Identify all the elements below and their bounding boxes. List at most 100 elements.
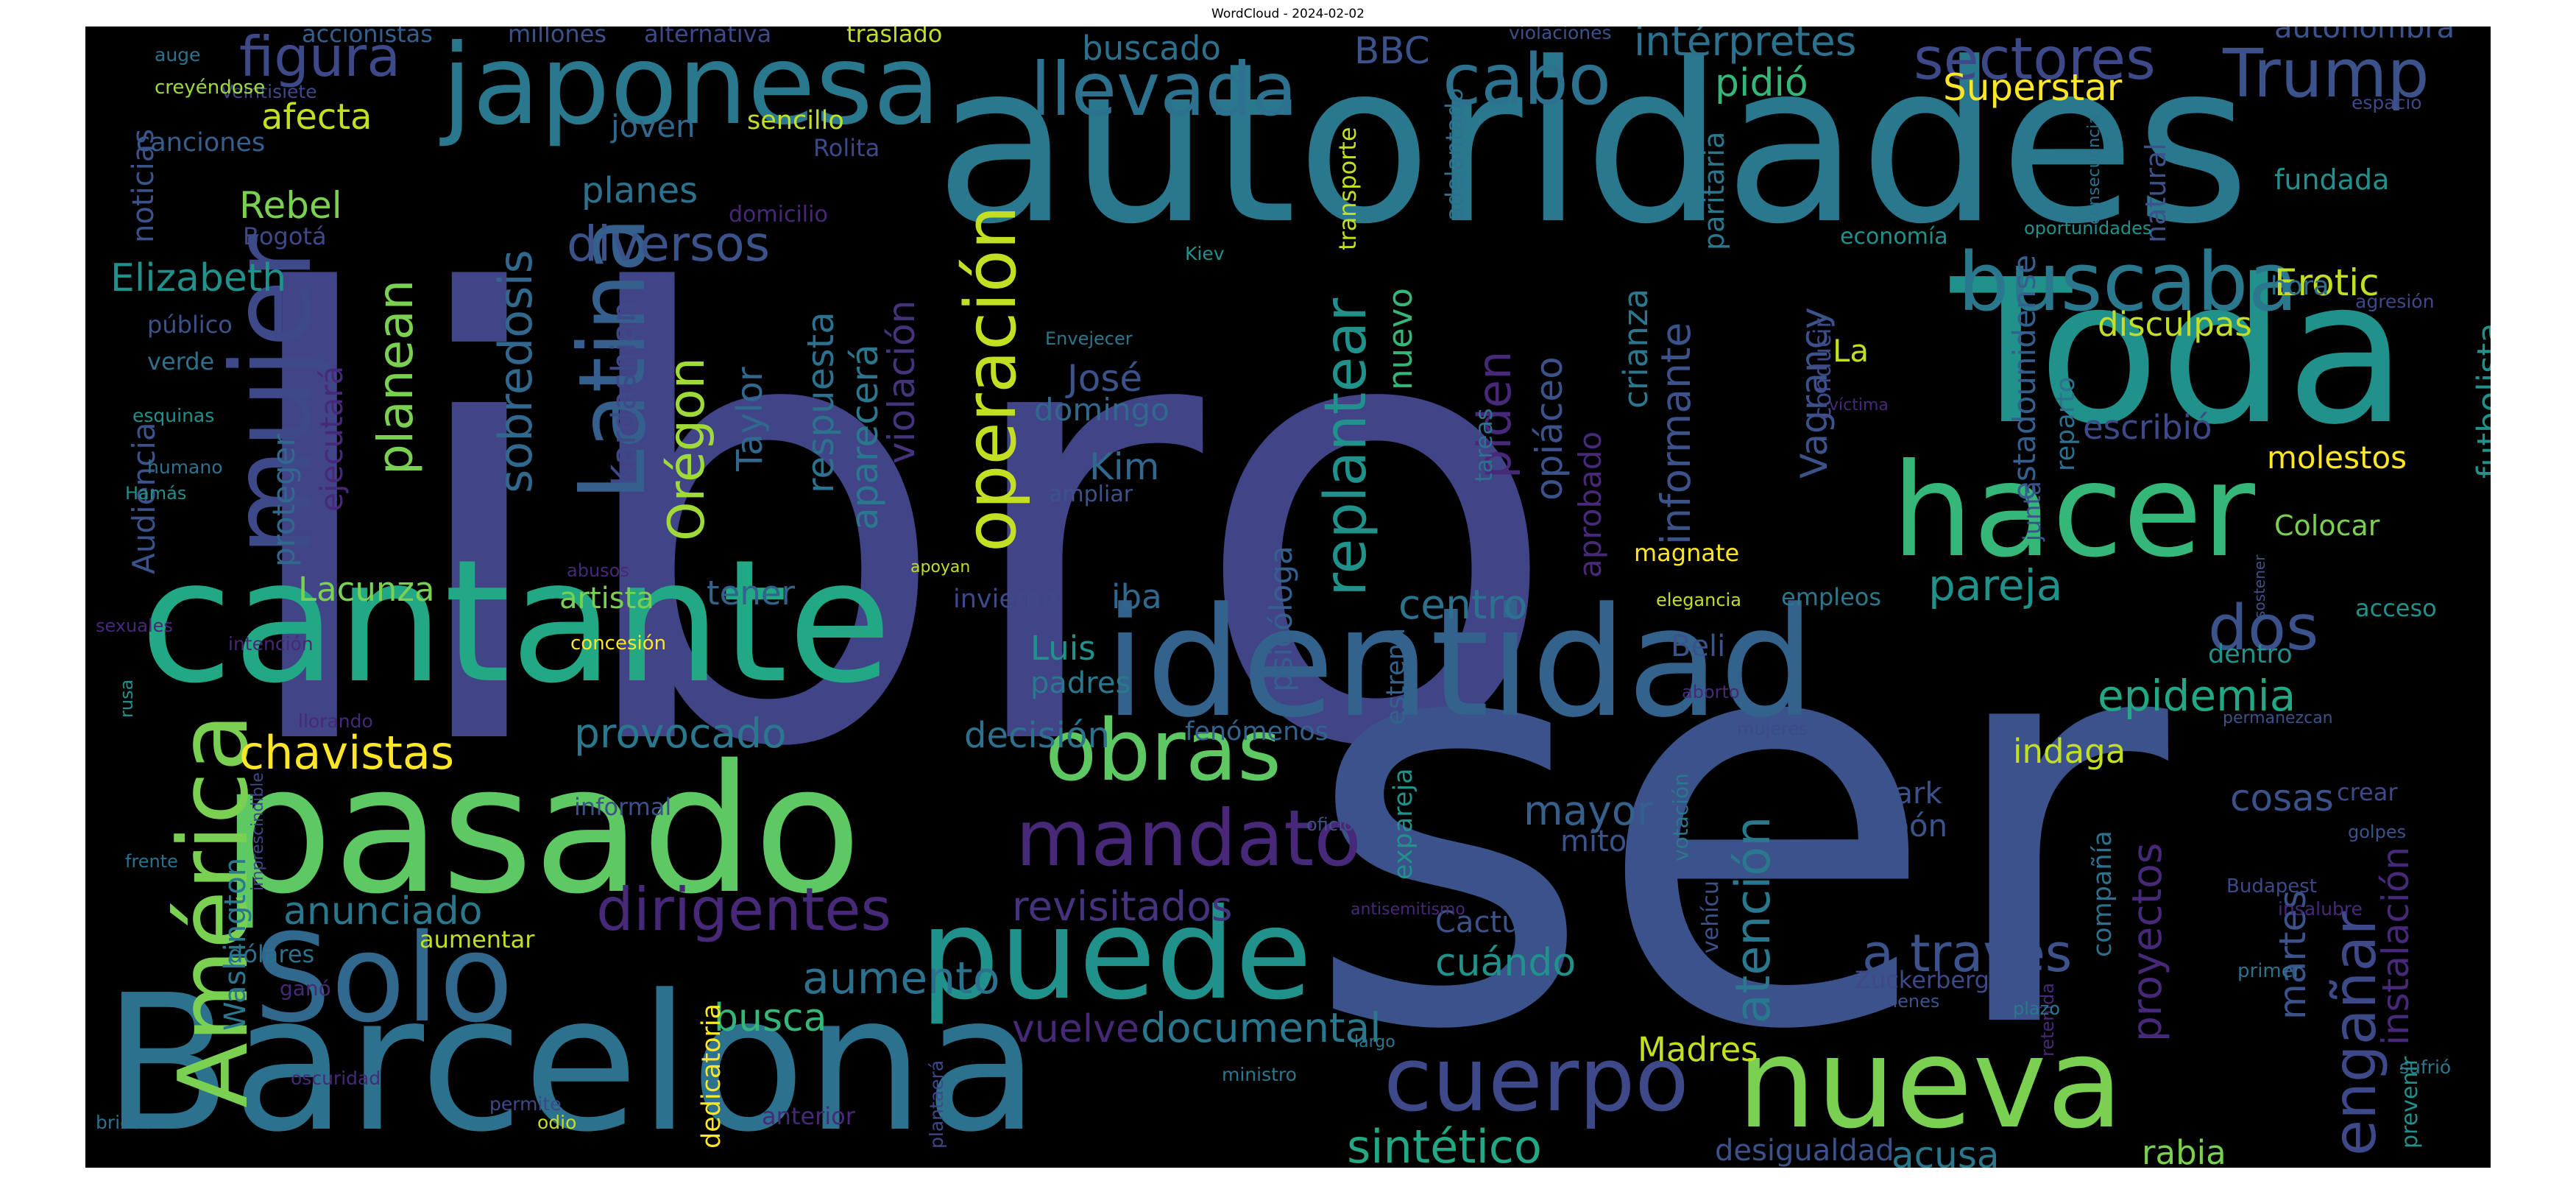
cloud-word: agresión — [2355, 290, 2435, 312]
cloud-word: economía — [1840, 224, 1948, 250]
cloud-word: frente — [125, 850, 178, 872]
cloud-word: nuevo — [1381, 288, 1420, 390]
cloud-word: concesión — [570, 632, 667, 655]
cloud-word: esquinas — [132, 404, 215, 426]
cloud-word: buscado — [1082, 29, 1221, 68]
cloud-word: pareja — [1928, 560, 2063, 611]
cloud-word: empleos — [1781, 583, 1881, 612]
cloud-word: Madres — [1638, 1030, 1758, 1070]
cloud-word: atención — [1726, 816, 1781, 1023]
cloud-word: sectores — [1914, 27, 2156, 94]
cloud-word: Trump — [2223, 35, 2430, 113]
cloud-word: domingo — [1034, 391, 1170, 428]
cloud-word: operación — [951, 205, 1032, 552]
cloud-word: futbolista — [2470, 322, 2491, 479]
cloud-word: tener — [707, 574, 796, 613]
cloud-word: antisemitismo — [1351, 900, 1465, 919]
cloud-word: sencillo — [747, 106, 844, 136]
cloud-word: sexuales — [96, 615, 173, 636]
cloud-word: paritaria — [1698, 131, 1730, 250]
cloud-word: insalubre — [2278, 897, 2363, 920]
cloud-word: Envejecer — [1045, 328, 1133, 349]
cloud-word: intención — [228, 632, 314, 655]
cloud-word: identidad — [1104, 576, 1816, 752]
cloud-word: Kardashian — [604, 301, 643, 486]
cloud-word: permite — [489, 1093, 562, 1115]
cloud-word: oportunidades — [2024, 217, 2152, 239]
cloud-word: adelantado — [1440, 88, 1468, 221]
cloud-word: Cactus — [1435, 905, 1536, 939]
cloud-word: sostener — [2251, 554, 2268, 618]
cloud-word: mandato — [1016, 794, 1362, 884]
cloud-word: Solo — [254, 907, 514, 1049]
cloud-word: sobredosis — [489, 250, 542, 493]
cloud-word: disculpas — [2098, 305, 2252, 345]
cloud-word: artista — [559, 581, 654, 616]
cloud-word: afecta — [261, 96, 372, 138]
cloud-word: retenida — [2037, 982, 2058, 1057]
cloud-word: cabo — [1443, 39, 1611, 121]
cloud-word: noticias — [127, 128, 160, 243]
cloud-word: víctima — [1829, 395, 1889, 415]
cloud-word: oficio — [1306, 814, 1354, 835]
cloud-word: junta — [2018, 481, 2046, 541]
cloud-word: bridas — [96, 1111, 153, 1133]
cloud-word: ganó — [280, 976, 331, 1001]
cloud-word: ampliar — [1049, 482, 1133, 508]
cloud-word: público — [147, 311, 233, 339]
cloud-word: decisión — [964, 715, 1110, 757]
cloud-word: instalación — [2374, 846, 2417, 1045]
cloud-word: anunciado — [283, 889, 483, 934]
cloud-word: Kiev — [1185, 242, 1225, 264]
cloud-word: votación — [1669, 773, 1693, 861]
cloud-word: humano — [147, 456, 223, 478]
cloud-word: accionistas — [302, 27, 433, 49]
cloud-word: traslado — [846, 27, 943, 49]
cloud-word: Colocar — [2274, 509, 2380, 542]
cloud-word: domicilio — [729, 202, 828, 228]
cloud-word: tareas — [1470, 408, 1498, 482]
cloud-word: figura — [239, 27, 401, 90]
cloud-word: mito — [1560, 824, 1627, 858]
cloud-word: autoridades — [935, 27, 2251, 272]
cloud-word: Toda — [1950, 236, 2408, 468]
cloud-word: tapón — [1858, 807, 1948, 844]
cloud-word: padres — [1030, 666, 1131, 700]
cloud-word: rusa — [116, 679, 137, 718]
cloud-word: acceso — [2355, 594, 2437, 623]
cloud-word: planean — [367, 279, 424, 475]
cloud-word: libro — [224, 169, 1563, 881]
cloud-word: compañía — [2088, 830, 2117, 957]
cloud-word: japonesa — [442, 27, 941, 149]
cloud-word: escribió — [2083, 408, 2212, 448]
cloud-word: plantaerá — [926, 1059, 947, 1149]
cloud-word: Taylor — [729, 367, 771, 471]
cloud-word: epidemia — [2098, 671, 2296, 722]
cloud-word: obras — [1045, 702, 1282, 801]
cloud-word: consecuencia — [2085, 114, 2103, 225]
cloud-word: aumentar — [420, 925, 535, 954]
cloud-word: permanezcan — [2223, 708, 2333, 727]
cloud-word: José — [1067, 356, 1143, 400]
cloud-word: Rolita — [813, 134, 880, 163]
cloud-word: aprobado — [1572, 431, 1608, 578]
cloud-word: fenómenos — [1185, 717, 1328, 747]
cloud-word: cuándo — [1435, 940, 1577, 985]
cloud-word: cultura — [2469, 644, 2491, 1149]
cloud-word: dos — [2208, 591, 2319, 665]
cloud-word: Hamás — [125, 482, 187, 504]
cloud-word: oscuridad — [291, 1067, 381, 1089]
cloud-word: provocado — [574, 709, 787, 757]
cloud-word: ministro — [1222, 1063, 1297, 1085]
cloud-word: Luis — [1030, 629, 1096, 669]
cloud-word: Superstar — [1943, 66, 2123, 109]
cloud-word: opiáceo — [1528, 356, 1571, 501]
word-cloud: libro ser autoridades Toda Barcelona pasado ca… — [85, 27, 2491, 1168]
cloud-word: cuerpo — [1384, 1029, 1689, 1132]
cloud-word: puede — [920, 881, 1312, 1028]
cloud-word: apoyan — [910, 557, 971, 576]
cloud-word: aborto — [1682, 681, 1740, 702]
cloud-word: rabia — [2142, 1133, 2226, 1168]
cloud-word: llevada — [1030, 46, 1298, 133]
cloud-word: joven — [611, 107, 696, 144]
